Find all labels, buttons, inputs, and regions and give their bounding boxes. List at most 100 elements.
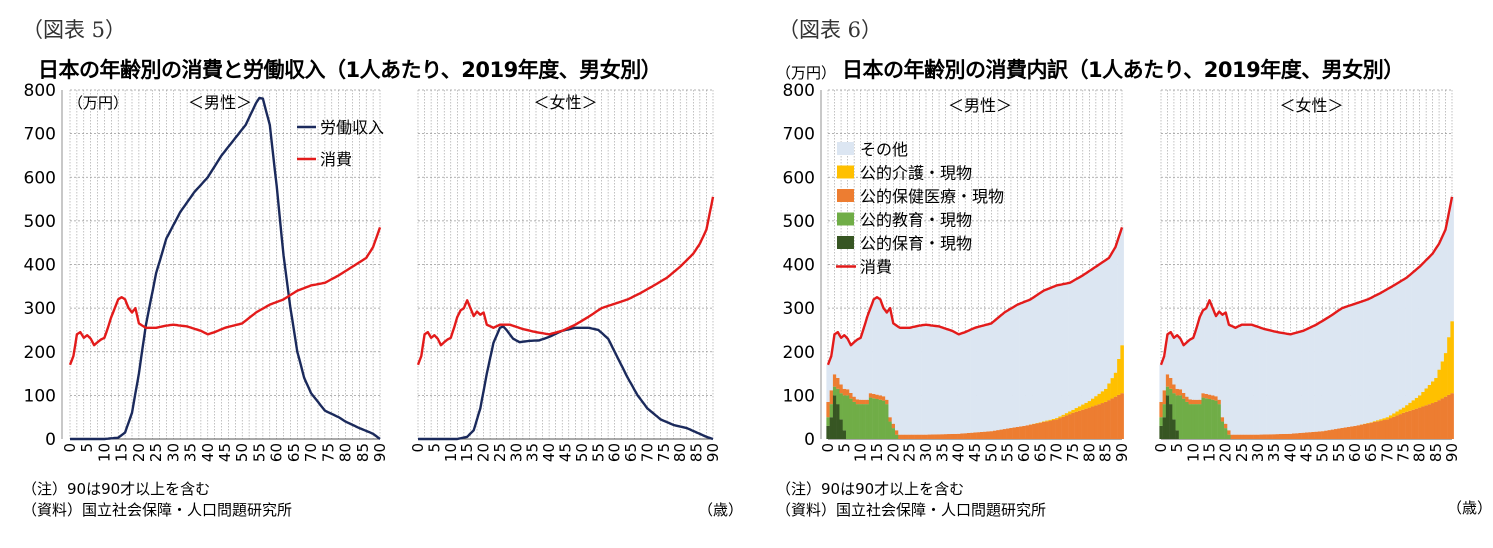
fig6-panel2-other-bar [1353,303,1357,426]
fig6-panel2-other-bar [1214,315,1218,397]
fig6-panel2-other-bar [1427,256,1432,385]
fig6-panel1-health-bar [924,434,928,439]
fig6-panel2-other-bar [1188,339,1192,400]
fig6-panel2-health-bar [1169,377,1173,389]
fig6-panel2-other-bar [1437,243,1441,370]
fig6-panel1-education-bar [875,399,879,439]
fig6-panel1-health-bar [829,390,834,405]
fig6-panel2-care-bar [1450,321,1454,394]
fig6-label: （図表 6） [778,18,883,42]
fig6-panel2-care-bar [1443,353,1448,397]
fig6-panel1-other-bar [1009,308,1013,429]
fig6-panel2-other-bar [1246,324,1251,435]
fig6-panel1-care-bar [1097,393,1102,405]
fig6-panel1-childcare-bar [839,419,843,439]
fig5-panel2-x-tick-label: 90 [704,443,722,462]
fig5-panel1-x-tick-label: 35 [182,443,200,462]
fig5-panel1-x-tick-label: 50 [233,443,251,462]
fig6-panel1-other-bar [845,338,850,390]
fig6-panel1-health-bar [1081,409,1085,439]
fig6-panel2-care-bar [1382,418,1386,421]
fig6-panel2-other-bar [1388,287,1393,416]
fig6-panel2-health-bar [1227,430,1231,435]
fig6-panel2-other-bar [1275,332,1280,435]
fig6-panel1-x-tick-label: 70 [1048,443,1066,462]
fig6-panel1-health-bar [885,399,889,405]
fig6-panel1-other-bar [836,332,840,378]
fig6-panel1-health-bar [950,433,955,439]
fig6-panel1-health-bar [1113,396,1118,439]
fig6-panel2-other-bar [1182,345,1186,393]
fig6-panel2-health-bar [1414,408,1419,439]
fig6-panel2-other-bar [1424,260,1429,389]
fig6-panel2-health-bar [1211,395,1215,400]
fig6-panel2-consumption-line [1159,196,1454,366]
fig6-panel2-care-bar [1427,384,1432,405]
fig6-panel2-care-bar [1447,337,1451,395]
fig6-panel1-care-bar [1077,406,1082,411]
fig6-panel1-other-bar [917,325,922,435]
fig5-panel1-x-tick-label: 0 [61,443,79,453]
fig6-legend-consumption-label: 消費 [860,258,892,277]
fig6-panel2-other-bar [1165,334,1170,375]
fig6-panel1-health-bar [1094,405,1098,439]
fig6-panel1-other-bar [875,297,879,395]
fig6-panel2-care-bar [1437,369,1441,401]
fig6-panel2-other-bar [1440,236,1445,362]
fig6-panel2-health-bar [1288,433,1293,439]
fig6-panel1-other-bar [908,327,912,435]
fig6-panel2-education-bar [1182,398,1186,439]
fig6-panel1-other-bar [891,323,896,424]
fig6-panel1-health-bar [881,396,886,401]
fig6-panel2-care-bar [1376,420,1380,422]
fig6-panel1-health-bar [937,434,941,439]
fig6-legend-other-label: その他 [860,140,908,159]
fig6-panel2-health-bar [1178,389,1183,396]
fig6-panel1-health-bar [862,399,866,405]
fig6-panel2-other-bar [1175,335,1180,389]
fig6-panel1-health-bar [1100,403,1105,439]
fig6-panel1-other-bar [943,328,948,435]
fig6-panel1-x-tick-label: 5 [835,443,853,453]
fig6-panel1-other-bar [914,326,919,435]
fig6-panel2-health-bar [1172,384,1176,394]
fig6-panel1-other-bar [1100,262,1105,392]
fig6-legend-other-swatch [837,142,854,155]
fig6-panel1-health-bar [970,432,974,439]
fig6-panel1-other-bar [1002,312,1007,430]
fig6-panel1-x-tick-label: 90 [1113,443,1131,462]
fig6-panel2-other-bar [1366,299,1370,423]
fig6-panel2-other-bar [1392,285,1396,414]
fig6-panel1-health-bar [1025,425,1030,439]
fig6-panel2-other-bar [1172,337,1176,385]
fig6-panel2-other-bar [1334,312,1338,430]
fig6-panel2-health-bar [1188,399,1192,405]
fig6-panel1-other-bar [1117,237,1121,359]
fig6-panel2-education-bar [1214,400,1218,439]
fig6-panel1-other-bar [881,308,886,397]
fig6-panel1-other-bar [1068,282,1072,412]
fig6-panel2-health-bar [1201,393,1205,398]
fig6-panel1-care-bar [1104,388,1108,402]
fig6-panel2-health-bar [1408,410,1412,439]
fig6-panel2-health-bar [1447,394,1451,439]
fig6-panel2-education-bar [1159,417,1163,426]
fig6-panel2-health-bar [1291,433,1296,439]
fig5-panel1-x-tick-label: 65 [285,443,303,462]
fig6-panel2-health-bar [1363,423,1367,439]
fig6-panel2-health-bar [1431,403,1435,439]
fig6-panel2-health-bar [1230,434,1235,439]
fig6-panel1-health-bar [839,384,843,394]
fig5-panel2-x-tick-label: 60 [606,443,624,462]
fig6-panel2-education-bar [1201,397,1205,439]
fig6-panel1-care-bar [1084,402,1088,409]
fig6-panel2-childcare-bar [1165,395,1170,440]
fig6-panel2-health-bar [1317,431,1322,439]
fig5-panel2-x-tick-label: 0 [409,443,427,453]
fig6-panel1-health-bar [878,395,883,400]
fig6-panel2-education-bar [1162,404,1167,418]
fig6-panel2-care-bar [1424,388,1429,406]
fig6-panel2-health-bar [1243,434,1247,439]
fig6-panel1-health-bar [1107,400,1111,439]
